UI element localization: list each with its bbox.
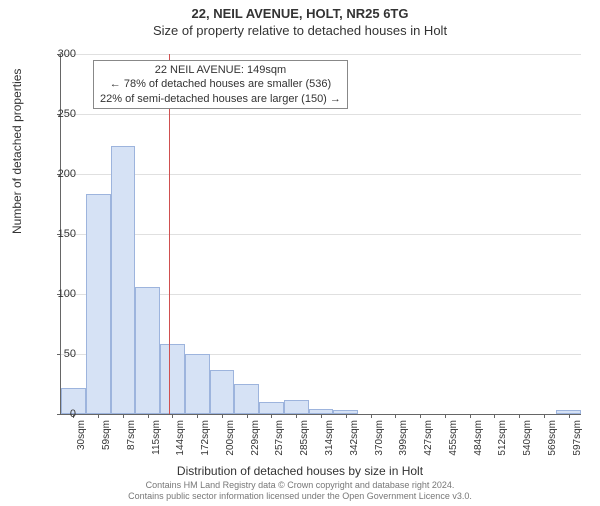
gridline — [61, 174, 581, 175]
xtick-label: 597sqm — [572, 420, 583, 456]
histogram-bar — [135, 287, 160, 414]
xtick-label: 314sqm — [324, 420, 335, 456]
xtick-mark — [98, 414, 99, 418]
xtick-mark — [544, 414, 545, 418]
xtick-label: 115sqm — [151, 420, 162, 455]
xtick-label: 87sqm — [126, 420, 137, 450]
ytick-label: 150 — [46, 228, 76, 240]
histogram-bar — [259, 402, 284, 414]
xtick-label: 569sqm — [547, 420, 558, 456]
ytick-label: 100 — [46, 288, 76, 300]
histogram-bar — [111, 146, 136, 414]
footer-line-2: Contains public sector information licen… — [0, 491, 600, 502]
xtick-mark — [420, 414, 421, 418]
histogram-bar — [86, 194, 111, 414]
histogram-bar — [284, 400, 309, 414]
xtick-mark — [395, 414, 396, 418]
ytick-label: 50 — [46, 348, 76, 360]
histogram-bar — [210, 370, 235, 414]
xtick-label: 342sqm — [349, 420, 360, 456]
xtick-mark — [445, 414, 446, 418]
xtick-mark — [197, 414, 198, 418]
annotation-line-1: 22 NEIL AVENUE: 149sqm — [100, 63, 341, 77]
annotation-line-3: 22% of semi-detached houses are larger (… — [100, 92, 341, 106]
gridline — [61, 114, 581, 115]
histogram-bar — [234, 384, 259, 414]
xtick-mark — [494, 414, 495, 418]
xtick-label: 427sqm — [423, 420, 434, 456]
xtick-mark — [569, 414, 570, 418]
xtick-label: 370sqm — [374, 420, 385, 456]
footer-attribution: Contains HM Land Registry data © Crown c… — [0, 480, 600, 502]
xtick-label: 512sqm — [497, 420, 508, 456]
xtick-label: 455sqm — [448, 420, 459, 456]
y-axis-label: Number of detached properties — [10, 69, 24, 234]
xtick-mark — [519, 414, 520, 418]
page-subtitle: Size of property relative to detached ho… — [0, 23, 600, 38]
gridline — [61, 234, 581, 235]
ytick-label: 300 — [46, 48, 76, 60]
histogram-bar — [185, 354, 210, 414]
xtick-label: 285sqm — [299, 420, 310, 456]
xtick-label: 30sqm — [76, 420, 87, 450]
page-title: 22, NEIL AVENUE, HOLT, NR25 6TG — [0, 6, 600, 21]
xtick-mark — [222, 414, 223, 418]
gridline — [61, 54, 581, 55]
annotation-line-2: ← 78% of detached houses are smaller (53… — [100, 77, 341, 91]
xtick-label: 172sqm — [200, 420, 211, 456]
xtick-mark — [247, 414, 248, 418]
ytick-label: 250 — [46, 108, 76, 120]
xtick-mark — [123, 414, 124, 418]
xtick-mark — [470, 414, 471, 418]
xtick-mark — [346, 414, 347, 418]
xtick-label: 257sqm — [274, 420, 285, 456]
ytick-label: 0 — [46, 408, 76, 420]
chart-plot-area: 22 NEIL AVENUE: 149sqm← 78% of detached … — [60, 54, 581, 415]
xtick-mark — [172, 414, 173, 418]
xtick-mark — [148, 414, 149, 418]
xtick-label: 59sqm — [101, 420, 112, 450]
xtick-label: 399sqm — [398, 420, 409, 456]
ytick-label: 200 — [46, 168, 76, 180]
xtick-mark — [271, 414, 272, 418]
x-axis-label: Distribution of detached houses by size … — [0, 464, 600, 478]
xtick-label: 144sqm — [175, 420, 186, 456]
xtick-mark — [371, 414, 372, 418]
xtick-label: 200sqm — [225, 420, 236, 456]
footer-line-1: Contains HM Land Registry data © Crown c… — [0, 480, 600, 491]
annotation-box: 22 NEIL AVENUE: 149sqm← 78% of detached … — [93, 60, 348, 109]
xtick-mark — [321, 414, 322, 418]
histogram-bar — [160, 344, 185, 414]
xtick-label: 229sqm — [250, 420, 261, 456]
xtick-mark — [296, 414, 297, 418]
xtick-label: 540sqm — [522, 420, 533, 456]
xtick-label: 484sqm — [473, 420, 484, 456]
